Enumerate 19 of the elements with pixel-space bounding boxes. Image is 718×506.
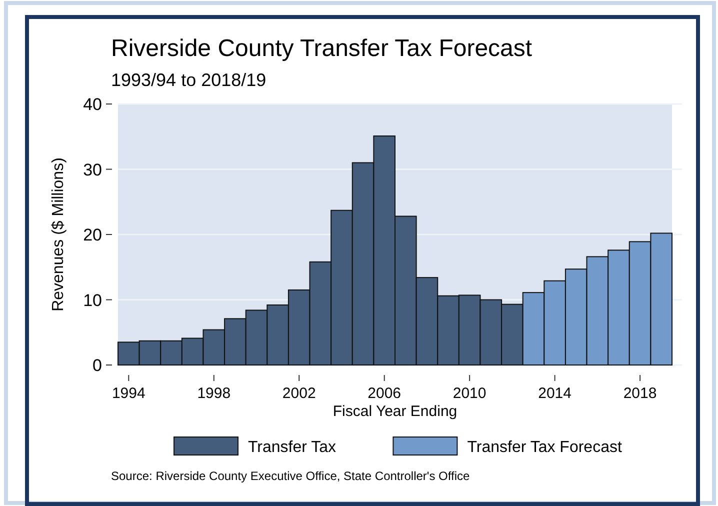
chart-title: Riverside County Transfer Tax Forecast xyxy=(111,35,532,62)
x-tick-label: 2014 xyxy=(538,385,572,402)
x-tick-label: 2006 xyxy=(368,385,402,402)
x-tick-label: 1998 xyxy=(197,385,231,402)
legend-label: Transfer Tax Forecast xyxy=(467,439,622,456)
legend-label: Transfer Tax xyxy=(248,439,336,456)
y-tick-label: 30 xyxy=(83,160,102,180)
source-note: Source: Riverside County Executive Office, State Controller's Office xyxy=(111,469,470,483)
x-tick-label: 2010 xyxy=(452,385,486,402)
x-tick-label: 2002 xyxy=(282,385,316,402)
y-tick-label: 20 xyxy=(83,226,102,244)
y-tick-label: 40 xyxy=(83,95,102,114)
y-axis-title: Revenues ($ Millions) xyxy=(50,158,67,312)
x-tick-label: 2018 xyxy=(623,385,657,402)
chart-subtitle: 1993/94 to 2018/19 xyxy=(111,70,266,90)
y-tick-label: 0 xyxy=(92,356,102,375)
x-axis-title: Fiscal Year Ending xyxy=(332,403,458,420)
y-tick-label: 10 xyxy=(83,290,102,310)
x-tick-label: 1994 xyxy=(112,385,146,402)
